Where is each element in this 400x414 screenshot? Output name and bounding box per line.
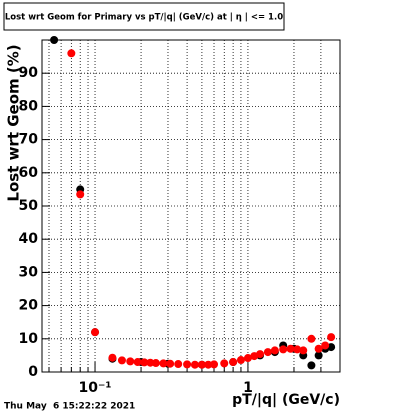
y-tick-label: 30 — [19, 264, 39, 280]
chart-title: Lost wrt Geom for Primary vs pT/|q| (GeV… — [5, 13, 283, 23]
data-point — [220, 359, 229, 368]
x-tick-label: 10⁻¹ — [79, 380, 112, 396]
data-point — [321, 341, 330, 350]
timestamp: Thu May 6 15:22:22 2021 — [4, 402, 135, 412]
x-axis-label: pT/|q| (GeV/c) — [232, 392, 340, 408]
data-point — [91, 328, 100, 337]
data-point — [327, 333, 336, 342]
data-point — [50, 36, 59, 44]
data-point — [67, 49, 76, 58]
data-point — [126, 357, 135, 366]
x-tick-label: 1 — [243, 380, 253, 396]
data-point — [140, 358, 149, 367]
y-tick-label: 40 — [19, 231, 39, 247]
y-tick-label: 50 — [19, 198, 39, 214]
data-point — [314, 351, 323, 360]
data-point — [159, 359, 168, 368]
data-point — [293, 345, 302, 354]
title-box — [3, 2, 285, 31]
y-tick-label: 0 — [28, 364, 38, 380]
data-point — [183, 360, 192, 369]
data-point — [243, 354, 252, 363]
data-point — [256, 350, 265, 359]
y-tick-label: 10 — [19, 331, 39, 347]
data-point — [314, 344, 323, 353]
data-point — [286, 344, 295, 353]
data-point — [117, 356, 126, 365]
data-point — [229, 358, 238, 367]
y-tick-label: 70 — [19, 132, 39, 148]
data-point — [270, 346, 279, 355]
y-tick-label: 90 — [19, 65, 39, 81]
data-point — [307, 334, 316, 343]
data-point — [151, 359, 160, 368]
data-point — [166, 359, 175, 368]
data-point — [108, 353, 117, 362]
data-point — [197, 360, 206, 369]
y-tick-label: 60 — [19, 165, 39, 181]
data-point — [210, 360, 219, 369]
y-axis-label: Lost wrt Geom (%) — [5, 44, 23, 201]
data-point — [190, 360, 199, 369]
data-point — [174, 360, 183, 369]
y-tick-label: 20 — [19, 298, 39, 314]
data-point — [299, 346, 308, 355]
data-point — [307, 361, 316, 370]
data-point — [204, 360, 213, 369]
data-point — [236, 356, 245, 365]
data-point — [76, 190, 85, 199]
data-point — [279, 345, 288, 354]
y-tick-label: 80 — [19, 98, 39, 114]
data-point — [133, 358, 142, 367]
plot-frame — [41, 39, 341, 373]
data-point — [263, 348, 272, 357]
